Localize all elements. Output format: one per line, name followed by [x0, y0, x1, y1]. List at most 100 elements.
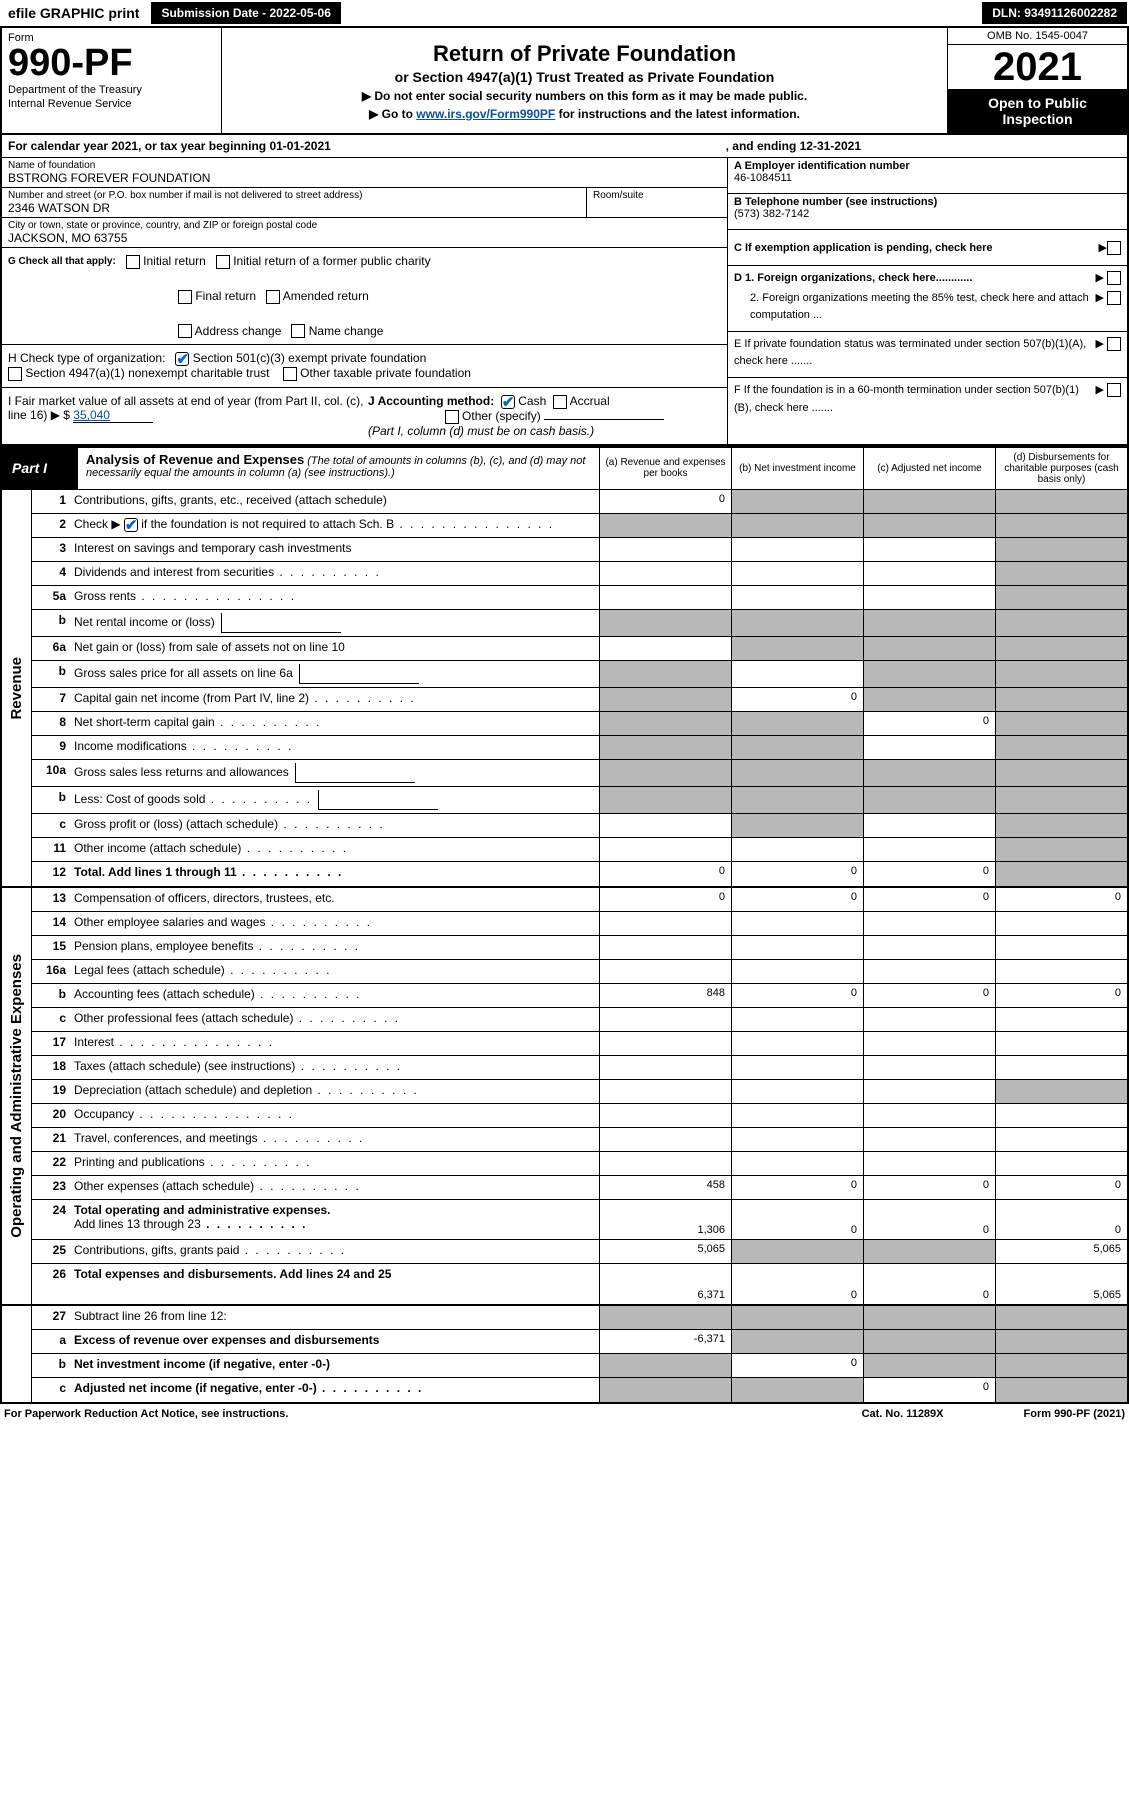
row-10b: bLess: Cost of goods sold	[32, 787, 1127, 814]
expenses-table: Operating and Administrative Expenses 13…	[0, 888, 1129, 1306]
header-left: Form 990-PF Department of the Treasury I…	[2, 28, 222, 133]
part1-title: Analysis of Revenue and Expenses	[86, 452, 304, 467]
row-4: 4Dividends and interest from securities	[32, 562, 1127, 586]
irs-label: Internal Revenue Service	[8, 98, 215, 110]
form-title: Return of Private Foundation	[433, 41, 736, 67]
chk-address-change[interactable]	[178, 324, 192, 338]
chk-f[interactable]	[1107, 383, 1121, 397]
footer-catno: Cat. No. 11289X	[862, 1408, 944, 1420]
row-16b: bAccounting fees (attach schedule)848000	[32, 984, 1127, 1008]
open-inspection: Open to Public Inspection	[948, 89, 1127, 133]
row-27a: aExcess of revenue over expenses and dis…	[32, 1330, 1127, 1354]
col-b-header: (b) Net investment income	[731, 448, 863, 489]
efile-label[interactable]: efile GRAPHIC print	[2, 3, 145, 23]
part1-header: Part I Analysis of Revenue and Expenses …	[0, 446, 1129, 490]
dept-treasury: Department of the Treasury	[8, 84, 215, 96]
page-footer: For Paperwork Reduction Act Notice, see …	[0, 1404, 1129, 1424]
row-10c: cGross profit or (loss) (attach schedule…	[32, 814, 1127, 838]
row-20: 20Occupancy	[32, 1104, 1127, 1128]
note-ssn: ▶ Do not enter social security numbers o…	[362, 89, 807, 103]
row-21: 21Travel, conferences, and meetings	[32, 1128, 1127, 1152]
row-12: 12Total. Add lines 1 through 11000	[32, 862, 1127, 886]
section-i-j: I Fair market value of all assets at end…	[2, 388, 727, 444]
foundation-name: BSTRONG FOREVER FOUNDATION	[8, 171, 721, 185]
footer-formno: Form 990-PF (2021)	[1024, 1408, 1125, 1420]
d2-label: 2. Foreign organizations meeting the 85%…	[734, 290, 1095, 325]
cal-begin: For calendar year 2021, or tax year begi…	[8, 139, 331, 153]
row-2: 2Check ▶ if the foundation is not requir…	[32, 514, 1127, 538]
chk-initial-public[interactable]	[216, 255, 230, 269]
row-27c: cAdjusted net income (if negative, enter…	[32, 1378, 1127, 1402]
phone-label: B Telephone number (see instructions)	[734, 196, 1121, 208]
i-value-link[interactable]: 35,040	[73, 408, 110, 422]
header-right: OMB No. 1545-0047 2021 Open to Public In…	[947, 28, 1127, 133]
row-16a: 16aLegal fees (attach schedule)	[32, 960, 1127, 984]
d1-label: D 1. Foreign organizations, check here..…	[734, 270, 1095, 288]
submission-date: Submission Date - 2022-05-06	[151, 2, 340, 24]
tax-year: 2021	[948, 45, 1127, 89]
chk-d2[interactable]	[1107, 291, 1121, 305]
d-cell: D 1. Foreign organizations, check here..…	[728, 266, 1127, 332]
row-11: 11Other income (attach schedule)	[32, 838, 1127, 862]
row-27: 27Subtract line 26 from line 12:	[32, 1306, 1127, 1330]
row-7: 7Capital gain net income (from Part IV, …	[32, 688, 1127, 712]
form-number: 990-PF	[8, 44, 215, 82]
row-19: 19Depreciation (attach schedule) and dep…	[32, 1080, 1127, 1104]
note-link: ▶ Go to www.irs.gov/Form990PF for instru…	[369, 107, 800, 121]
row-24: 24Total operating and administrative exp…	[32, 1200, 1127, 1240]
street-row: Number and street (or P.O. box number if…	[2, 188, 727, 218]
street-value: 2346 WATSON DR	[8, 201, 580, 215]
row-18: 18Taxes (attach schedule) (see instructi…	[32, 1056, 1127, 1080]
room-label: Room/suite	[587, 188, 727, 217]
info-right: A Employer identification number 46-1084…	[727, 158, 1127, 444]
chk-other-tax[interactable]	[283, 367, 297, 381]
row-16c: cOther professional fees (attach schedul…	[32, 1008, 1127, 1032]
chk-name-change[interactable]	[291, 324, 305, 338]
row-22: 22Printing and publications	[32, 1152, 1127, 1176]
city-cell: City or town, state or province, country…	[2, 218, 727, 248]
dln-label: DLN: 93491126002282	[982, 2, 1127, 24]
irs-link[interactable]: www.irs.gov/Form990PF	[416, 107, 555, 121]
ein-value: 46-1084511	[734, 172, 1121, 184]
phone-value: (573) 382-7142	[734, 208, 1121, 220]
chk-amended[interactable]	[266, 290, 280, 304]
e-cell: E If private foundation status was termi…	[728, 332, 1127, 378]
h-label: H Check type of organization:	[8, 351, 165, 365]
chk-cash[interactable]	[501, 395, 515, 409]
chk-schb[interactable]	[124, 518, 138, 532]
col-d-header: (d) Disbursements for charitable purpose…	[995, 448, 1127, 489]
row-6b: bGross sales price for all assets on lin…	[32, 661, 1127, 688]
chk-final-return[interactable]	[178, 290, 192, 304]
chk-accrual[interactable]	[553, 395, 567, 409]
street-label: Number and street (or P.O. box number if…	[8, 190, 580, 201]
chk-initial-return[interactable]	[126, 255, 140, 269]
j-note: (Part I, column (d) must be on cash basi…	[368, 424, 594, 438]
city-label: City or town, state or province, country…	[8, 220, 721, 231]
chk-4947[interactable]	[8, 367, 22, 381]
row-3: 3Interest on savings and temporary cash …	[32, 538, 1127, 562]
f-label: F If the foundation is in a 60-month ter…	[734, 382, 1095, 417]
row-13: 13Compensation of officers, directors, t…	[32, 888, 1127, 912]
row-23: 23Other expenses (attach schedule)458000	[32, 1176, 1127, 1200]
name-label: Name of foundation	[8, 160, 721, 171]
c-cell: C If exemption application is pending, c…	[728, 230, 1127, 266]
chk-other-method[interactable]	[445, 410, 459, 424]
row-1: 1Contributions, gifts, grants, etc., rec…	[32, 490, 1127, 514]
col-a-header: (a) Revenue and expenses per books	[599, 448, 731, 489]
row-14: 14Other employee salaries and wages	[32, 912, 1127, 936]
chk-c[interactable]	[1107, 241, 1121, 255]
section-g: G Check all that apply: Initial return I…	[2, 248, 727, 345]
chk-501c3[interactable]	[175, 352, 189, 366]
top-bar: efile GRAPHIC print Submission Date - 20…	[0, 0, 1129, 26]
row-9: 9Income modifications	[32, 736, 1127, 760]
col-c-header: (c) Adjusted net income	[863, 448, 995, 489]
chk-e[interactable]	[1107, 337, 1121, 351]
row-15: 15Pension plans, employee benefits	[32, 936, 1127, 960]
part1-desc: Analysis of Revenue and Expenses (The to…	[78, 448, 599, 489]
f-cell: F If the foundation is in a 60-month ter…	[728, 378, 1127, 423]
chk-d1[interactable]	[1107, 271, 1121, 285]
row-17: 17Interest	[32, 1032, 1127, 1056]
ein-cell: A Employer identification number 46-1084…	[728, 158, 1127, 194]
ein-label: A Employer identification number	[734, 160, 1121, 172]
calendar-year-row: For calendar year 2021, or tax year begi…	[0, 135, 1129, 158]
